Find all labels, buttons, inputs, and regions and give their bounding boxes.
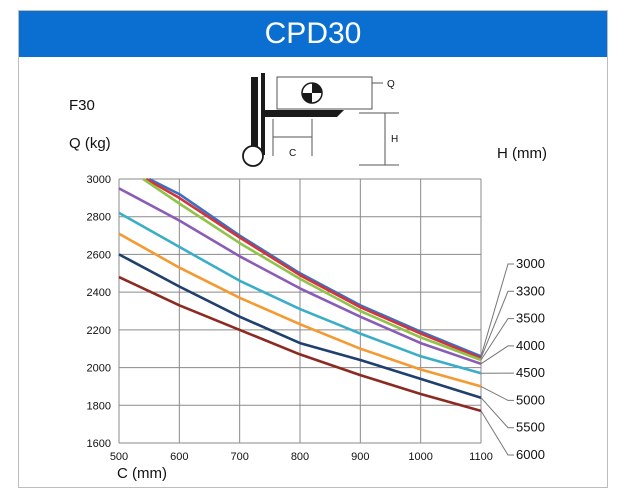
series-label-4500: 4500 [516,365,545,380]
y-tick-label: 2000 [87,363,111,375]
leader-line-3000 [480,263,514,357]
x-tick-label: 600 [170,451,188,463]
x-tick-label: 900 [351,451,369,463]
series-axis-label: H (mm) [497,145,547,162]
x-axis-label: C (mm) [117,465,167,482]
chart-card: CPD30 Q C H 500 600 700 800 900 1000 1100 1600 180… [18,10,608,488]
fork-icon [265,110,344,117]
series-line-3000 [148,177,482,358]
x-tick-label: 1000 [408,451,432,463]
mast-icon [251,77,258,161]
leader-line-5500 [480,397,514,429]
forklift-diagram: Q C H [242,73,399,167]
diagram-h-label: H [391,134,398,145]
x-tick-label: 800 [291,451,309,463]
load-box-icon [276,76,373,110]
leader-line-5000 [480,385,514,401]
diagram-c-label: C [289,148,296,159]
load-chart: Q C H 500 600 700 800 900 1000 1100 1600 1800 2000 2… [87,73,545,463]
series-lines [118,177,482,413]
x-tick-label: 700 [230,451,248,463]
leader-line-3500 [480,318,514,361]
y-axis-label: Q (kg) [69,135,111,152]
series-line-3300 [145,177,482,360]
y-tick-label: 1800 [87,400,111,412]
series-label-5000: 5000 [516,392,545,407]
series-line-5500 [118,253,482,399]
tick-labels: 500 600 700 800 900 1000 1100 1600 1800 2000 2200 2… [87,174,493,463]
model-label: F30 [69,97,95,114]
grid [118,178,482,444]
series-line-4000 [118,187,482,366]
cog-quadrant-icon [312,83,322,93]
wheel-icon [242,145,264,167]
legend-leaders: 3000 3300 3500 4000 4500 5000 5500 6000 [480,256,545,462]
series-label-6000: 6000 [516,447,545,462]
y-tick-label: 2400 [87,287,111,299]
diagram-q-label: Q [387,79,395,90]
series-label-3300: 3300 [516,283,545,298]
leader-line-6000 [480,410,514,456]
leader-line-4000 [480,345,514,365]
series-label-4000: 4000 [516,338,545,353]
y-tick-label: 3000 [87,174,111,186]
series-line-6000 [118,275,482,413]
y-tick-label: 2200 [87,325,111,337]
y-tick-label: 2600 [87,249,111,261]
y-tick-label: 1600 [87,438,111,450]
chart-title-banner: CPD30 [19,11,607,57]
series-label-3000: 3000 [516,256,545,271]
cog-quadrant-icon [302,93,312,103]
y-tick-label: 2800 [87,212,111,224]
series-line-3500 [142,177,482,362]
carriage-icon [261,73,265,155]
x-tick-label: 1100 [469,451,493,463]
series-line-5000 [118,232,482,388]
series-label-5500: 5500 [516,420,545,435]
series-line-4500 [118,211,482,375]
leader-line-3300 [480,290,514,359]
x-tick-label: 500 [110,451,128,463]
chart-title: CPD30 [264,17,362,50]
series-label-3500: 3500 [516,311,545,326]
